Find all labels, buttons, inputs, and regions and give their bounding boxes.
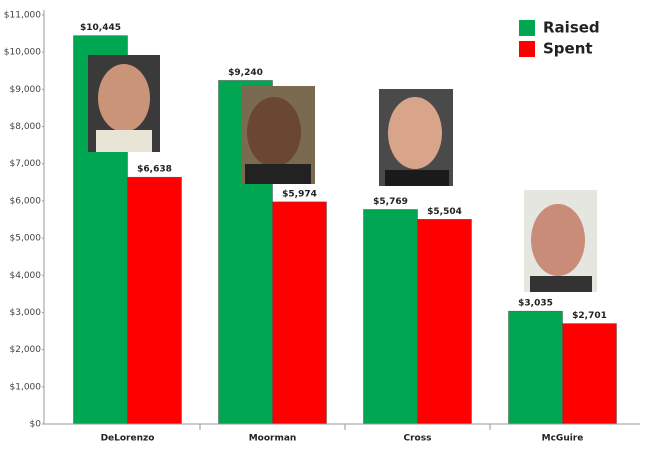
bar bbox=[508, 310, 563, 425]
value-label: $6,638 bbox=[137, 165, 172, 175]
y-tick-label: $2,000 bbox=[10, 345, 42, 355]
value-label: $5,504 bbox=[427, 207, 462, 217]
x-tick-label: McGuire bbox=[542, 434, 584, 444]
y-tick-label: $11,000 bbox=[4, 11, 41, 21]
y-tick-label: $1,000 bbox=[10, 382, 42, 392]
photo bbox=[524, 190, 597, 292]
y-tick-label: $6,000 bbox=[10, 196, 42, 206]
legend-label: Spent bbox=[543, 40, 593, 58]
bar bbox=[562, 323, 617, 425]
y-tick-label: $4,000 bbox=[10, 271, 42, 281]
x-tick-label: DeLorenzo bbox=[101, 434, 155, 444]
value-label: $5,769 bbox=[373, 197, 408, 207]
x-tick-label: Cross bbox=[404, 434, 432, 444]
legend-swatch bbox=[519, 20, 535, 36]
bar bbox=[272, 201, 327, 425]
y-tick-label: $7,000 bbox=[10, 159, 42, 169]
value-label: $9,240 bbox=[228, 68, 263, 78]
legend-label: Raised bbox=[543, 19, 600, 37]
value-label: $10,445 bbox=[80, 23, 121, 33]
value-label: $2,701 bbox=[572, 311, 607, 321]
photos bbox=[88, 55, 597, 292]
bar bbox=[417, 219, 472, 425]
y-tick-label: $10,000 bbox=[4, 48, 41, 58]
value-label: $3,035 bbox=[518, 299, 553, 309]
photo bbox=[241, 86, 315, 184]
bar bbox=[127, 176, 182, 425]
y-tick-label: $5,000 bbox=[10, 234, 42, 244]
legend-swatch bbox=[519, 41, 535, 57]
value-label: $5,974 bbox=[282, 189, 317, 199]
y-tick-label: $3,000 bbox=[10, 308, 42, 318]
y-tick-label: $8,000 bbox=[10, 122, 42, 132]
bar bbox=[363, 209, 418, 425]
y-tick-label: $9,000 bbox=[10, 85, 42, 95]
photo bbox=[88, 55, 160, 152]
y-tick-label: $0 bbox=[30, 420, 42, 430]
bars bbox=[73, 35, 617, 425]
x-tick-label: Moorman bbox=[249, 434, 297, 444]
photo bbox=[379, 89, 453, 186]
